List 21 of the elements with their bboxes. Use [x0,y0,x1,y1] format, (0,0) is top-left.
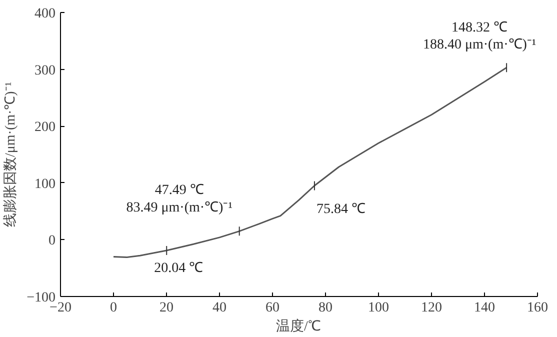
annotation: 20.04 ℃ [154,260,204,276]
x-tick-label: 120 [421,300,442,316]
x-tick-label: 160 [527,300,548,316]
x-tick-label: 100 [368,300,389,316]
annotation: 47.49 ℃ 83.49 μm·(m·℃)⁻¹ [126,183,232,216]
annotation: 75.84 ℃ [316,202,366,218]
x-tick-label: 0 [110,300,117,316]
annotation: 148.32 ℃ 188.40 μm·(m·℃)⁻¹ [422,20,536,53]
x-axis-title: 温度/℃ [276,318,321,334]
y-tick-label: 300 [34,63,56,78]
x-tick-label: 60 [266,300,280,316]
x-tick-label: 80 [318,300,332,316]
x-tick-label: 140 [474,300,495,316]
y-axis-title: 线膨胀因数/μm·(m·℃)⁻¹ [2,82,19,228]
y-tick-label: 100 [34,176,56,192]
x-tick-label: 20 [160,300,174,316]
y-tick-label: 200 [34,120,56,136]
line-series [112,66,508,258]
y-tick-label: 400 [34,6,56,22]
x-tick-label: 40 [212,300,226,316]
y-tick-label: 0 [48,234,56,249]
